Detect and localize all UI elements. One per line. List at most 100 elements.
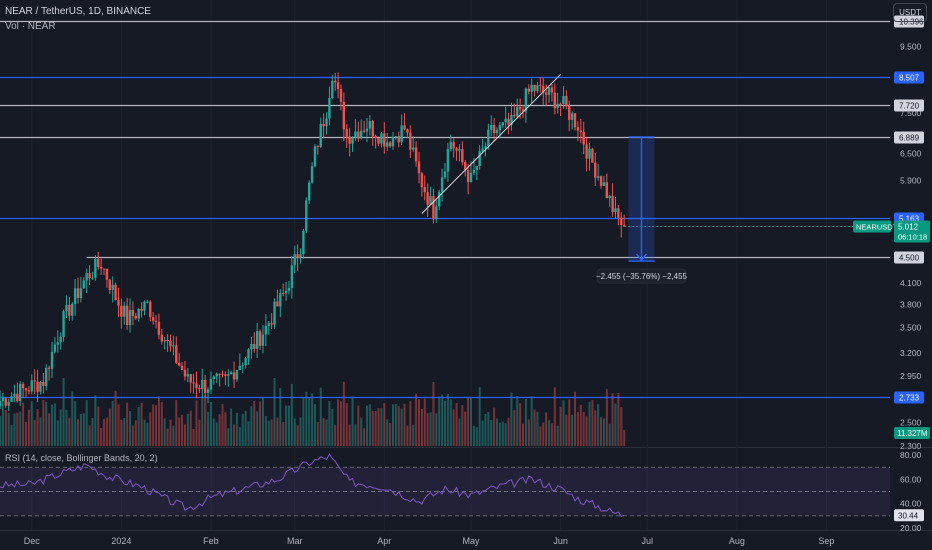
volume-bar <box>195 400 198 446</box>
volume-bar <box>435 413 438 446</box>
candle-body <box>146 301 149 303</box>
candle-body <box>412 147 415 150</box>
volume-bar <box>426 413 429 446</box>
candle-body <box>154 320 158 322</box>
candle-body <box>88 272 91 279</box>
volume-bar <box>380 408 383 446</box>
volume-bar <box>103 418 106 446</box>
candle-body <box>206 389 210 393</box>
candle-body <box>163 339 166 342</box>
candle-body <box>143 301 146 311</box>
candle-body <box>238 365 242 370</box>
volume-bar <box>363 428 366 446</box>
volume-badge-label: 11.327M <box>897 429 928 438</box>
candle-body <box>273 301 276 325</box>
volume-bar <box>574 391 577 446</box>
candle-body <box>547 87 551 95</box>
candle-body <box>102 268 106 270</box>
candle-body <box>452 141 455 149</box>
currency-button[interactable]: USDT <box>893 3 927 22</box>
candle-body <box>0 401 2 407</box>
volume-bar <box>68 417 71 446</box>
volume-bar <box>524 399 527 446</box>
volume-bar <box>345 403 348 446</box>
volume-bar <box>192 429 195 446</box>
candle-body <box>186 374 190 377</box>
volume-bar <box>198 419 201 446</box>
volume-bar <box>30 401 33 446</box>
candle-body <box>229 372 233 375</box>
candle-body <box>333 80 337 83</box>
y-tick-label: 2.300 <box>900 441 922 451</box>
volume-bar <box>42 399 45 446</box>
level-badge-label: 6.889 <box>899 134 920 143</box>
measure-arrow-head <box>635 253 648 262</box>
volume-bar <box>377 408 380 446</box>
candle-body <box>97 258 100 267</box>
rsi-y-tick-label: 80.00 <box>900 450 922 460</box>
candle-body <box>27 390 31 392</box>
current-price-badge <box>894 220 930 243</box>
volume-bar <box>74 401 77 446</box>
volume-bar <box>51 404 54 446</box>
volume-bar <box>498 422 501 446</box>
volume-bar <box>397 406 400 446</box>
volume-bar <box>27 409 30 446</box>
y-tick-label: 3.200 <box>900 348 922 358</box>
y-tick-label: 2.500 <box>900 418 922 428</box>
candle-body <box>85 272 88 281</box>
drawings[interactable]: −2.455 (−35.76%) −2,455 <box>421 74 688 284</box>
volume-bar <box>111 400 114 446</box>
candle-body <box>82 280 85 289</box>
volume-bar <box>493 407 496 446</box>
candle-body <box>293 254 296 266</box>
volume-bar <box>241 414 244 446</box>
volume-bar <box>328 401 331 446</box>
volume-bar <box>470 397 473 446</box>
candle-body <box>429 196 432 205</box>
candle-body <box>316 146 320 148</box>
rsi-pane <box>0 453 890 517</box>
volume-bar <box>455 402 458 446</box>
volume-bar <box>391 404 394 446</box>
volume-bar <box>152 404 155 446</box>
candle-body <box>409 132 412 150</box>
candle-body <box>172 345 175 347</box>
volume-bar <box>117 404 120 446</box>
level-badge <box>894 71 924 84</box>
candle-body <box>588 148 591 159</box>
candle-body <box>218 373 221 375</box>
candle-body <box>169 340 172 347</box>
candle-body <box>478 151 481 166</box>
candle-body <box>440 177 444 192</box>
candle-body <box>177 362 181 366</box>
volume-bar <box>478 387 481 446</box>
volume-bar <box>371 411 374 446</box>
candle-body <box>391 136 395 147</box>
candle-body <box>426 192 429 205</box>
volume-bar <box>169 419 172 446</box>
volume-bar <box>123 418 126 446</box>
horizontal-levels[interactable] <box>0 20 890 399</box>
volume-bar <box>290 383 293 446</box>
candle-body <box>420 173 424 188</box>
volume-bar <box>403 403 406 446</box>
volume-bar <box>313 404 316 446</box>
volume-bar <box>4 409 7 446</box>
volume-bar <box>134 420 137 446</box>
level-badge <box>894 99 924 112</box>
volume-bar <box>82 413 85 446</box>
volume-bar <box>166 428 169 446</box>
candle-body <box>319 123 322 148</box>
volume-bar <box>178 417 181 446</box>
volume-bar <box>247 421 250 446</box>
x-tick-label: Jul <box>642 536 654 546</box>
volume-bar <box>238 427 241 446</box>
volume-bar <box>519 403 522 446</box>
volume-bar <box>334 425 337 446</box>
candle-body <box>140 308 143 311</box>
candle-body <box>137 308 140 319</box>
volume-bar <box>175 400 178 446</box>
